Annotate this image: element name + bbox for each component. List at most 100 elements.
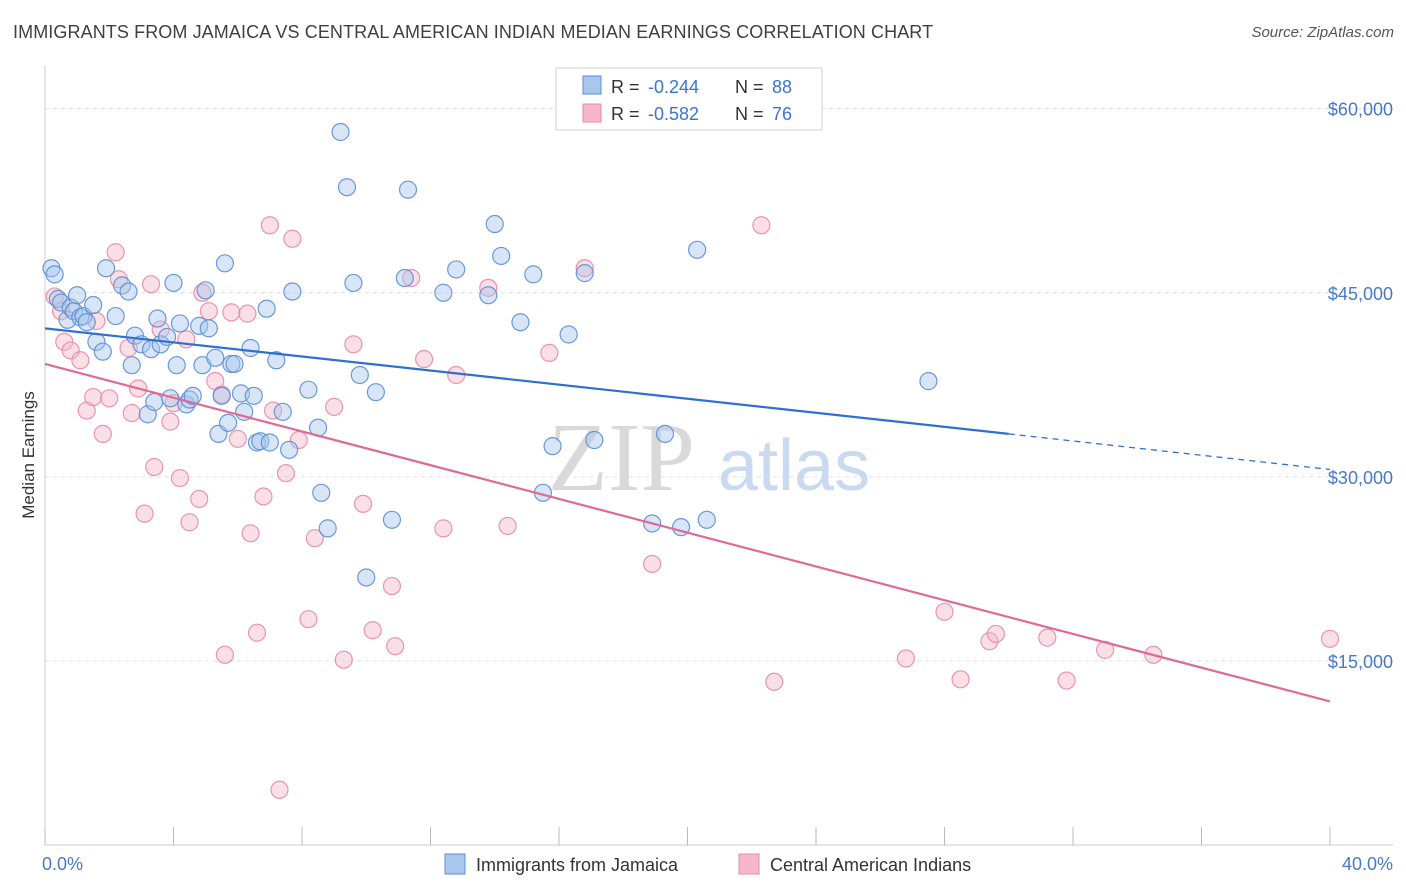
chart-title: IMMIGRANTS FROM JAMAICA VS CENTRAL AMERI… [13, 22, 934, 42]
x-tick-label-start: 0.0% [42, 854, 83, 874]
point-blue-13 [93, 342, 112, 361]
point-pink-8 [93, 424, 112, 443]
trend-line-blue-extension [1008, 433, 1331, 471]
point-pink-71 [1320, 629, 1340, 648]
point-pink-57 [540, 343, 559, 362]
point-pink-64 [951, 670, 970, 689]
point-pink-63 [935, 602, 954, 621]
point-blue-15 [106, 306, 125, 326]
point-blue-28 [164, 273, 183, 293]
point-pink-10 [106, 243, 125, 262]
point-blue-71 [447, 260, 466, 279]
point-blue-61 [331, 122, 350, 142]
point-pink-43 [305, 529, 324, 548]
point-pink-6 [84, 387, 103, 407]
point-pink-23 [180, 513, 199, 532]
legend-series: Immigrants from Jamaica Central American… [444, 853, 971, 875]
point-blue-81 [585, 430, 604, 450]
legend-series-label-blue: Immigrants from Jamaica [476, 855, 679, 875]
point-pink-47 [353, 494, 373, 513]
point-pink-40 [283, 229, 302, 248]
point-blue-73 [485, 214, 504, 234]
point-pink-26 [199, 302, 218, 321]
y-tick-label-1: $30,000 [1328, 468, 1393, 488]
point-blue-66 [366, 383, 385, 402]
point-blue-79 [559, 325, 578, 344]
trend-line-blue [44, 327, 1009, 435]
point-blue-60 [318, 519, 337, 538]
y-tick-label-0: $15,000 [1328, 652, 1393, 672]
point-pink-35 [254, 487, 273, 506]
point-blue-68 [395, 268, 414, 288]
axes [44, 66, 1393, 846]
point-pink-42 [299, 610, 318, 629]
legend-swatch-blue [582, 75, 602, 95]
point-pink-55 [479, 278, 498, 297]
point-blue-29 [167, 356, 186, 375]
legend-pink-n-label: N = [735, 104, 764, 124]
point-blue-7 [68, 286, 87, 305]
point-pink-19 [161, 412, 180, 431]
point-blue-51 [257, 299, 276, 318]
point-blue-50 [251, 432, 270, 451]
point-pink-9 [100, 389, 119, 408]
trend-line-pink [44, 362, 1331, 703]
point-pink-38 [270, 780, 289, 799]
point-blue-69 [398, 180, 418, 199]
point-blue-80 [575, 264, 594, 283]
series-central-american-indians [45, 216, 1340, 799]
legend-swatch-pink [582, 103, 602, 123]
point-pink-50 [386, 637, 405, 656]
source-label: Source: ZipAtlas.com [1251, 24, 1394, 41]
point-pink-58 [575, 259, 594, 278]
point-blue-23 [145, 392, 164, 412]
point-pink-52 [414, 349, 434, 369]
legend-blue-r-value: -0.244 [648, 77, 699, 97]
legend-pink-n-value: 76 [772, 104, 792, 124]
point-pink-61 [765, 672, 784, 691]
point-pink-29 [215, 645, 234, 664]
point-pink-4 [71, 351, 90, 370]
legend-series-swatch-blue [444, 853, 466, 875]
legend-blue-n-label: N = [735, 77, 764, 97]
point-blue-65 [357, 568, 376, 587]
point-pink-62 [896, 649, 916, 668]
point-pink-49 [382, 576, 402, 596]
point-blue-48 [244, 386, 263, 405]
point-blue-30 [170, 314, 190, 333]
point-blue-83 [655, 424, 675, 443]
point-blue-86 [697, 510, 716, 529]
point-pink-3 [61, 341, 80, 360]
point-blue-10 [77, 313, 96, 332]
point-blue-37 [199, 319, 218, 338]
point-pink-37 [263, 401, 283, 420]
point-blue-3 [51, 293, 71, 312]
point-blue-36 [196, 281, 215, 300]
point-pink-18 [151, 320, 170, 339]
x-tick-label-end: 40.0% [1342, 854, 1393, 874]
point-pink-36 [260, 216, 279, 235]
trend-lines [44, 327, 1331, 703]
point-blue-57 [299, 380, 318, 399]
y-tick-labels: $15,000 $30,000 $45,000 $60,000 [1328, 100, 1393, 672]
point-pink-31 [228, 429, 247, 448]
point-blue-1 [45, 265, 64, 284]
watermark-zip: ZIP [548, 404, 695, 512]
point-pink-34 [247, 623, 267, 642]
point-pink-59 [643, 554, 662, 574]
point-pink-46 [344, 335, 363, 354]
point-pink-65 [980, 632, 999, 651]
point-blue-62 [337, 178, 357, 197]
legend-series-swatch-pink [738, 853, 760, 875]
point-pink-32 [238, 304, 257, 323]
legend-pink-r-label: R = [611, 104, 640, 124]
point-blue-18 [122, 356, 141, 375]
point-blue-14 [96, 259, 116, 278]
point-pink-48 [363, 621, 382, 640]
point-pink-24 [190, 489, 209, 509]
point-pink-60 [752, 216, 771, 235]
point-pink-30 [222, 303, 241, 322]
y-axis-label: Median Earnings [19, 391, 38, 519]
gridlines [45, 108, 1393, 662]
point-blue-78 [543, 437, 562, 456]
